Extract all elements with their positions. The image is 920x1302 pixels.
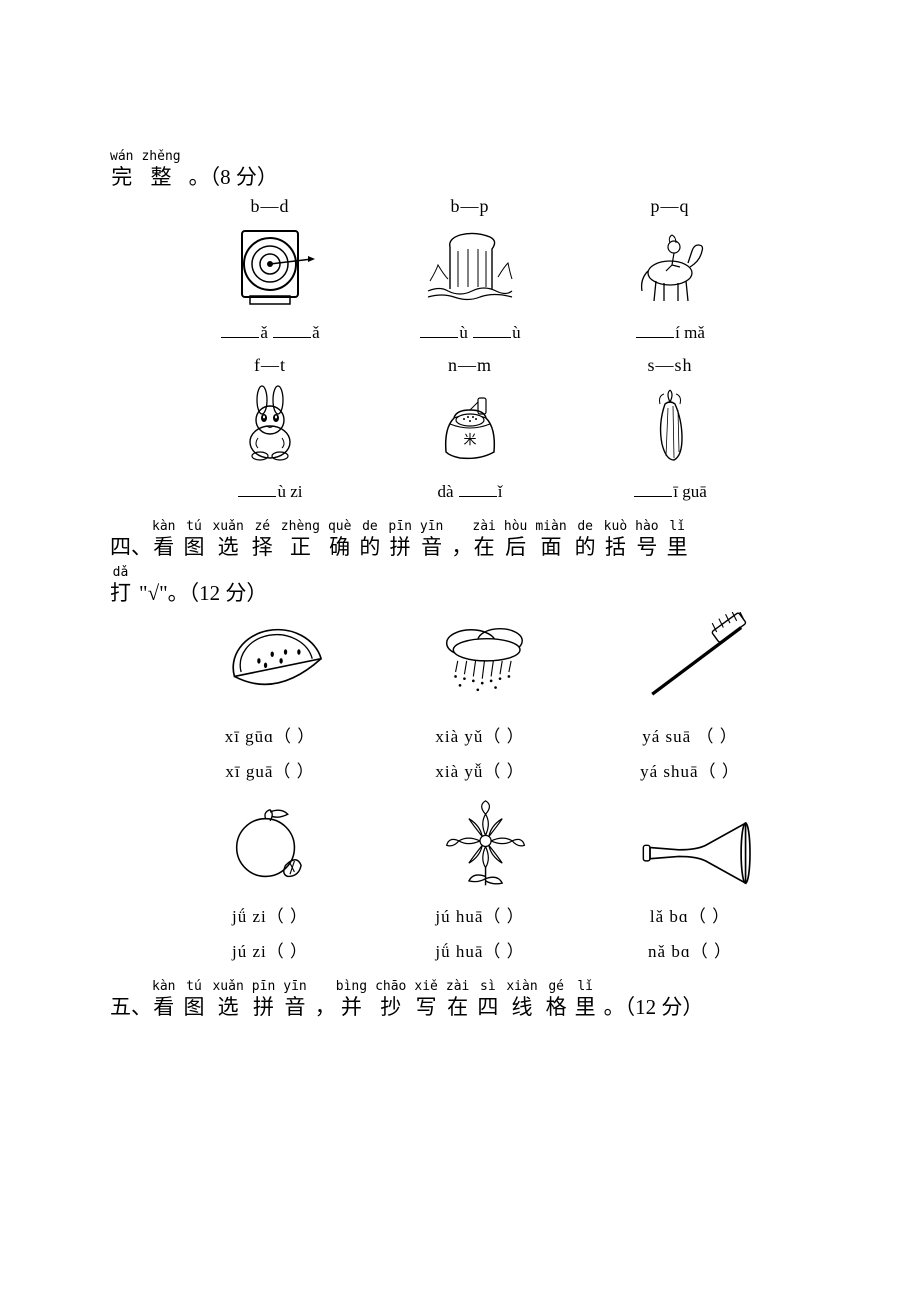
option-a[interactable]: xià yǔ（ ） <box>435 722 524 747</box>
ruby-char: yīn音 <box>283 980 306 1020</box>
s4-image <box>415 792 545 892</box>
ruby-char: yīn音 <box>420 520 443 560</box>
s3-image <box>220 221 320 311</box>
s4-cell: yá suā （ ） yá shuā（ ） <box>590 612 790 782</box>
option-b[interactable]: xī guā（ ） <box>225 757 314 782</box>
ruby-char: xiàn线 <box>506 980 537 1020</box>
s3-image: 米 <box>420 380 520 470</box>
ruby-char: pīn拼 <box>252 980 275 1020</box>
option-b[interactable]: xià yǚ（ ） <box>435 757 524 782</box>
ruby-char: pīn拼 <box>388 520 411 560</box>
section4-row1: xī gūɑ（ ） xī guā（ ） xià yǔ（ ） xià yǚ（ ） … <box>170 612 790 782</box>
ruby-char: sì四 <box>477 980 498 1020</box>
section5-title: 五、 kàn看 tú图 xuǎn选 pīn拼 yīn音 ， bìng并 chāo抄 xiě写… <box>110 980 810 1020</box>
ruby-char: xuǎn选 <box>212 980 243 1020</box>
ruby-char: kàn看 <box>152 980 175 1020</box>
section5-tail: 。（12 分） <box>604 994 704 1020</box>
ruby-char: xuǎn选 <box>212 520 243 560</box>
ruby-char: zài在 <box>446 980 469 1020</box>
option-b[interactable]: jǘ huā（ ） <box>435 937 524 962</box>
section4-title-line1: 四、 kàn看tú图xuǎn选zé择zhèng正què确de的pīn拼yīn音 … <box>110 520 810 560</box>
ruby-char: hòu后 <box>504 520 527 560</box>
ruby-char: lǐ里 <box>575 980 596 1020</box>
ruby-char: zé择 <box>252 520 273 560</box>
blank-answer[interactable]: í mǎ <box>635 321 705 343</box>
s3-cell: b—d ǎ ǎ <box>170 196 370 343</box>
ruby-char: de的 <box>359 520 380 560</box>
section3-row1: b—d ǎ ǎ b—p ù ù p—q í mǎ <box>170 196 770 343</box>
pair-label: s—sh <box>647 355 692 376</box>
blank-answer[interactable]: ǎ ǎ <box>220 321 319 343</box>
ruby-char: wán完 <box>110 150 133 190</box>
s4-image <box>625 612 755 712</box>
ruby-char: dǎ打 <box>110 566 131 606</box>
option-a[interactable]: jú huā（ ） <box>435 902 524 927</box>
pair-label: p—q <box>651 196 690 217</box>
s3-cell: p—q í mǎ <box>570 196 770 343</box>
pair-label: n—m <box>448 355 492 376</box>
s4-cell: jú huā（ ） jǘ huā（ ） <box>380 792 580 962</box>
s3-cell: b—p ù ù <box>370 196 570 343</box>
ruby-char: lǐ里 <box>667 520 688 560</box>
s3-image <box>220 380 320 470</box>
blank-answer[interactable]: ī guā <box>633 480 707 502</box>
ruby-char: chāo抄 <box>375 980 406 1020</box>
section4-title-line2: dǎ打 "√"。（12 分） <box>110 566 810 606</box>
ruby-char: tú图 <box>183 980 204 1020</box>
option-a[interactable]: jǘ zi（ ） <box>232 902 308 927</box>
option-a[interactable]: yá suā （ ） <box>642 722 737 747</box>
s3-cell: s—sh ī guā <box>570 355 770 502</box>
ruby-char: kuò括 <box>604 520 627 560</box>
section4-tail: "√"。（12 分） <box>139 580 267 606</box>
ruby-char: de的 <box>575 520 596 560</box>
ruby-char: zhèng正 <box>281 520 320 560</box>
pair-label: b—p <box>451 196 490 217</box>
section4-num: 四、 <box>110 534 152 560</box>
blank-answer[interactable]: dà ǐ <box>437 480 502 502</box>
section5-num: 五、 <box>110 994 152 1020</box>
blank-answer[interactable]: ù zi <box>237 480 302 502</box>
s4-cell: jǘ zi（ ） jú zi（ ） <box>170 792 370 962</box>
s4-cell: xī gūɑ（ ） xī guā（ ） <box>170 612 370 782</box>
s3-cell: n—m 米 dà ǐ <box>370 355 570 502</box>
option-b[interactable]: jú zi（ ） <box>232 937 308 962</box>
s4-image <box>205 612 335 712</box>
s4-image <box>415 612 545 712</box>
ruby-char: què确 <box>328 520 351 560</box>
s3-image <box>620 380 720 470</box>
ruby-char: hào号 <box>635 520 658 560</box>
option-a[interactable]: lǎ bɑ（ ） <box>650 902 730 927</box>
option-a[interactable]: xī gūɑ（ ） <box>225 722 316 747</box>
blank-answer[interactable]: ù ù <box>419 321 520 343</box>
section3-row2: f—t ù zi n—m 米 dà ǐ s—sh ī guā <box>170 355 770 502</box>
option-b[interactable]: yá shuā（ ） <box>640 757 740 782</box>
s4-image <box>205 792 335 892</box>
ruby-char: kàn看 <box>152 520 175 560</box>
s4-cell: xià yǔ（ ） xià yǚ（ ） <box>380 612 580 782</box>
pair-label: f—t <box>254 355 286 376</box>
s3-image <box>420 221 520 311</box>
s4-image <box>625 792 755 892</box>
section5-comma: ， <box>315 994 336 1020</box>
ruby-char: miàn面 <box>535 520 566 560</box>
ruby-char: zhěng整 <box>141 150 180 190</box>
s3-cell: f—t ù zi <box>170 355 370 502</box>
section3-title: wán完 zhěng整 。（8 分） <box>110 150 810 190</box>
ruby-char: bìng并 <box>336 980 367 1020</box>
svg-text:米: 米 <box>463 432 476 447</box>
ruby-char: tú图 <box>183 520 204 560</box>
ruby-char: xiě写 <box>414 980 437 1020</box>
section4-comma: ， <box>451 534 472 560</box>
section4-row2: jǘ zi（ ） jú zi（ ） jú huā（ ） jǘ huā（ ） lǎ… <box>170 792 790 962</box>
ruby-char: zài在 <box>472 520 495 560</box>
section3-tail: 。（8 分） <box>189 164 278 190</box>
s4-cell: lǎ bɑ（ ） nǎ bɑ（ ） <box>590 792 790 962</box>
option-b[interactable]: nǎ bɑ（ ） <box>648 937 732 962</box>
s3-image <box>620 221 720 311</box>
pair-label: b—d <box>251 196 290 217</box>
ruby-char: gé格 <box>546 980 567 1020</box>
